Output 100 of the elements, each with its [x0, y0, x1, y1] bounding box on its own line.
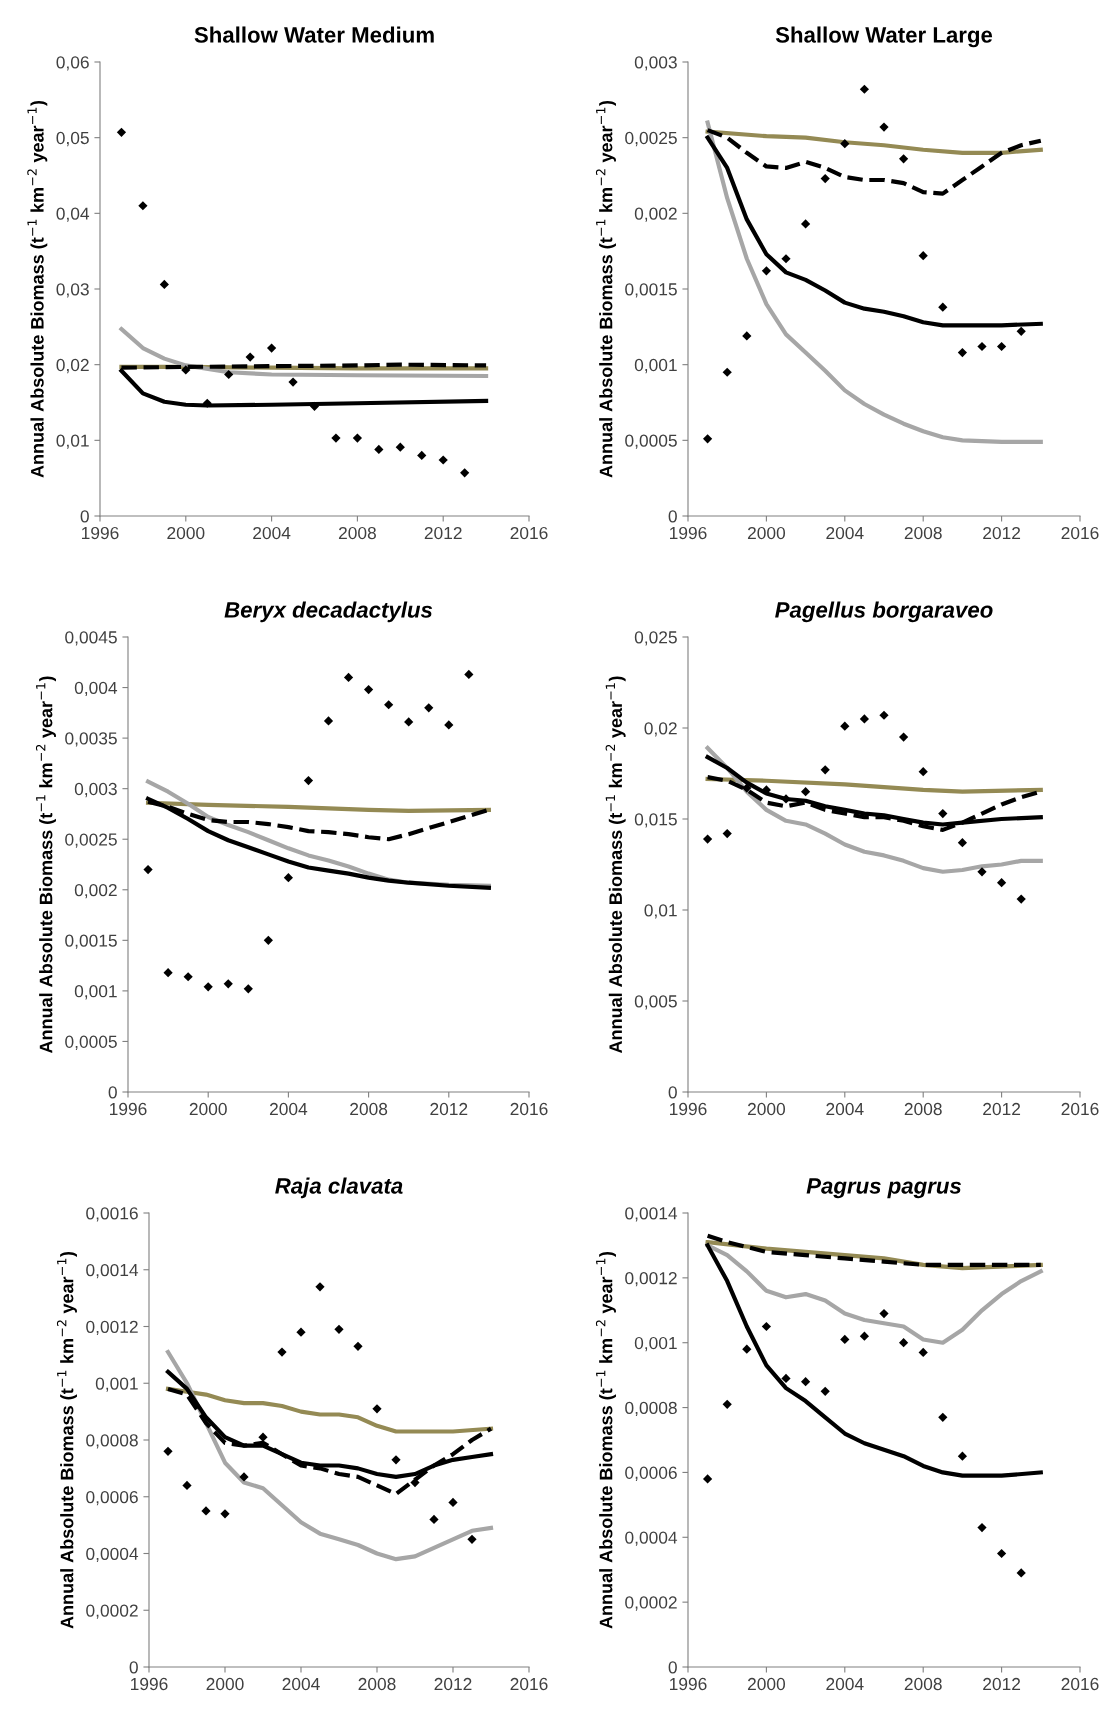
y-tick-label: 0,0006 [625, 1466, 677, 1481]
point [448, 1497, 458, 1508]
line-series [705, 120, 1043, 444]
line-series [705, 129, 1043, 155]
point [243, 984, 253, 994]
x-tick-label: 2008 [904, 1677, 942, 1691]
point [404, 717, 414, 727]
point [224, 369, 234, 380]
y-tick-label: 0,004 [74, 681, 118, 697]
y-tick-label: 0,03 [56, 283, 89, 298]
y-axis-title: Annual Absolute Biomass (t$^{−1}$ km$^{−2}$ year$^{−1}$) [605, 676, 626, 1054]
y-tick-label: 0,003 [634, 56, 677, 71]
x-tick-label: 2004 [826, 1102, 864, 1116]
point [820, 765, 830, 775]
y-tick-label: 0,0005 [625, 434, 677, 449]
point [879, 1308, 889, 1319]
point [957, 347, 968, 358]
y-tick-label: 0,01 [56, 434, 89, 449]
y-tick-label: 0,0004 [625, 1531, 678, 1546]
y-tick-label: 0,0004 [86, 1547, 139, 1563]
x-tick-label: 2012 [430, 1102, 468, 1116]
point [742, 783, 752, 793]
point [163, 968, 173, 978]
point [722, 367, 732, 377]
line-series [145, 800, 491, 813]
point [859, 84, 870, 94]
y-tick-label: 0,0008 [86, 1434, 138, 1449]
point [957, 838, 968, 848]
y-tick-label: 0,0025 [65, 833, 117, 848]
x-tick-label: 1996 [110, 1102, 147, 1116]
y-axis-title: Annual Absolute Biomass (t$^{−1}$ km$^{−2}$ year$^{−1}$) [595, 100, 616, 478]
y-tick-label: 0,0012 [86, 1320, 138, 1336]
x-tick-label: 2004 [282, 1677, 320, 1691]
point [996, 878, 1007, 888]
point [352, 433, 363, 443]
point [977, 867, 987, 877]
x-tick-label: 2016 [510, 1677, 548, 1691]
point [343, 672, 354, 683]
x-tick-label: 1996 [670, 1102, 707, 1116]
point [438, 455, 448, 465]
point [879, 710, 889, 720]
chart-title: Beryx decadactylus [224, 601, 433, 623]
line-series [145, 796, 491, 890]
point [315, 1282, 325, 1292]
point [820, 1386, 830, 1396]
point [334, 1324, 344, 1334]
point [203, 982, 213, 992]
x-tick-label: 2008 [904, 1102, 942, 1116]
y-tick-label: 0,0015 [625, 283, 677, 298]
y-tick-label: 0,05 [56, 131, 89, 147]
point [201, 1506, 211, 1516]
y-tick-label: 0 [108, 1086, 117, 1099]
point [331, 433, 341, 443]
y-tick-label: 0,002 [634, 207, 677, 222]
point [464, 669, 474, 680]
y-tick-label: 0,02 [56, 358, 89, 374]
y-tick-label: 0,002 [74, 883, 117, 899]
point [859, 1331, 870, 1341]
point [202, 398, 212, 408]
point [840, 1334, 850, 1345]
point [781, 1373, 791, 1383]
x-tick-label: 2000 [167, 526, 205, 540]
point [742, 1344, 752, 1354]
chart-title: Pagrus pagrus [806, 1178, 962, 1199]
y-axis-title: Annual Absolute Biomass (t$^{−1}$ km$^{−2}$ year$^{−1}$) [35, 676, 56, 1054]
y-tick-label: 0,0005 [65, 1035, 117, 1050]
y-tick-label: 0,0045 [65, 631, 117, 646]
x-tick-label: 2016 [510, 526, 548, 540]
point [918, 767, 928, 777]
x-tick-label: 2012 [434, 1677, 472, 1691]
point [938, 1412, 948, 1422]
y-tick-label: 0,0025 [625, 131, 677, 147]
point [372, 1404, 382, 1414]
point [467, 1534, 477, 1544]
chart-title: Raja clavata [275, 1177, 403, 1199]
point [702, 1474, 713, 1484]
y-tick-label: 0 [80, 510, 89, 523]
y-tick-label: 0 [668, 1661, 677, 1674]
point [263, 935, 273, 945]
y-tick-label: 0,0035 [65, 732, 117, 747]
point [296, 1327, 306, 1337]
point [781, 254, 791, 264]
point [288, 377, 298, 387]
y-tick-label: 0,0012 [625, 1272, 677, 1287]
line-series [119, 327, 489, 379]
point [898, 154, 909, 164]
x-tick-label: 2004 [269, 1102, 308, 1116]
x-tick-label: 2012 [424, 526, 462, 540]
point [239, 1472, 249, 1482]
y-tick-label: 0,001 [634, 1336, 677, 1352]
x-tick-label: 2016 [510, 1102, 548, 1116]
x-tick-label: 2000 [747, 1102, 786, 1116]
y-tick-label: 0,005 [634, 995, 677, 1010]
x-tick-label: 1996 [82, 526, 119, 540]
point [417, 450, 427, 461]
y-tick-label: 0 [129, 1661, 138, 1674]
point [722, 1399, 732, 1409]
point [182, 1480, 192, 1491]
point [800, 219, 811, 229]
point [159, 279, 169, 290]
